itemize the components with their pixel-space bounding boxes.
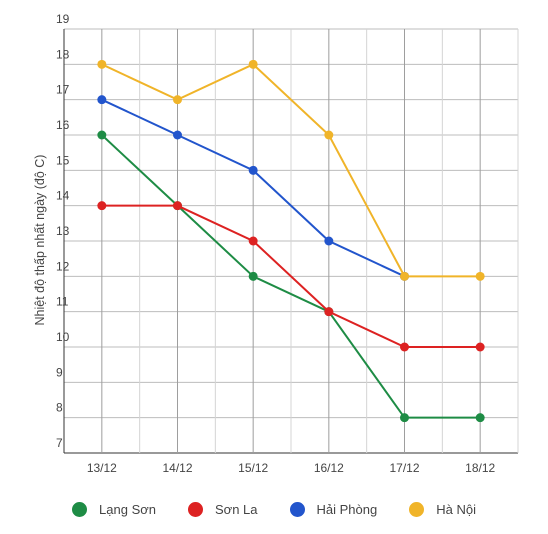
data-point bbox=[475, 413, 485, 423]
legend-swatch bbox=[409, 501, 425, 517]
legend-swatch bbox=[289, 501, 305, 517]
series-1 bbox=[97, 201, 485, 352]
legend-swatch bbox=[188, 501, 203, 517]
data-point bbox=[248, 271, 258, 281]
data-point bbox=[97, 95, 107, 105]
legend-item: Hải Phòng bbox=[289, 501, 378, 517]
data-point bbox=[97, 59, 107, 69]
y-tick-label: 12 bbox=[56, 259, 70, 273]
legend-item: Hà Nội bbox=[409, 501, 476, 517]
y-tick-label: 14 bbox=[56, 189, 70, 203]
x-tick-label: 15/12 bbox=[238, 461, 268, 475]
data-point bbox=[97, 130, 107, 140]
legend-item: Sơn La bbox=[188, 501, 258, 517]
legend-label: Hà Nội bbox=[436, 501, 476, 517]
y-tick-label: 10 bbox=[56, 330, 70, 344]
grid bbox=[63, 28, 519, 454]
y-tick-label: 17 bbox=[56, 83, 70, 97]
legend-swatch bbox=[72, 501, 88, 517]
y-tick-label: 11 bbox=[56, 295, 69, 309]
data-point bbox=[324, 307, 334, 317]
series-group bbox=[97, 59, 485, 423]
series-line bbox=[101, 204, 481, 348]
data-point bbox=[248, 236, 258, 246]
data-point bbox=[324, 130, 334, 140]
data-point bbox=[324, 236, 334, 246]
data-point bbox=[475, 342, 485, 352]
data-point bbox=[173, 130, 182, 140]
y-tick-label: 13 bbox=[56, 224, 70, 238]
data-point bbox=[400, 271, 409, 281]
data-point bbox=[400, 413, 409, 423]
y-tick-label: 18 bbox=[56, 47, 70, 61]
y-axis-title: Nhiệt độ thấp nhất ngày (độ C) bbox=[33, 155, 47, 326]
data-point bbox=[173, 95, 182, 105]
x-axis-ticks: 13/12 14/12 15/12 16/12 17/12 18/12 bbox=[87, 461, 496, 475]
x-tick-label: 14/12 bbox=[162, 461, 192, 475]
x-tick-label: 17/12 bbox=[389, 461, 419, 475]
series-line bbox=[101, 63, 481, 278]
y-tick-label: 19 bbox=[56, 12, 70, 26]
data-point bbox=[475, 271, 485, 281]
y-tick-label: 9 bbox=[56, 365, 63, 379]
legend-label: Hải Phòng bbox=[316, 501, 378, 517]
x-tick-label: 16/12 bbox=[314, 461, 344, 475]
data-point bbox=[173, 201, 182, 211]
x-tick-label: 18/12 bbox=[465, 461, 495, 475]
y-tick-label: 7 bbox=[56, 436, 63, 450]
legend-label: Lạng Sơn bbox=[99, 501, 156, 517]
data-point bbox=[97, 201, 107, 211]
data-point bbox=[400, 342, 409, 352]
y-axis-ticks: 7 8 9 10 11 12 13 14 15 16 17 18 19 bbox=[56, 12, 70, 450]
legend-item: Lạng Sơn bbox=[72, 501, 156, 517]
y-tick-label: 8 bbox=[56, 401, 63, 415]
y-tick-label: 16 bbox=[56, 118, 70, 132]
legend-label: Sơn La bbox=[215, 501, 258, 517]
data-point bbox=[248, 165, 258, 175]
series-3 bbox=[97, 59, 485, 281]
legend: Lạng Sơn Sơn La Hải Phòng Hà Nội bbox=[0, 497, 548, 521]
series-line bbox=[101, 134, 481, 419]
data-point bbox=[248, 59, 258, 69]
x-tick-label: 13/12 bbox=[87, 461, 117, 475]
y-tick-label: 15 bbox=[56, 153, 70, 167]
